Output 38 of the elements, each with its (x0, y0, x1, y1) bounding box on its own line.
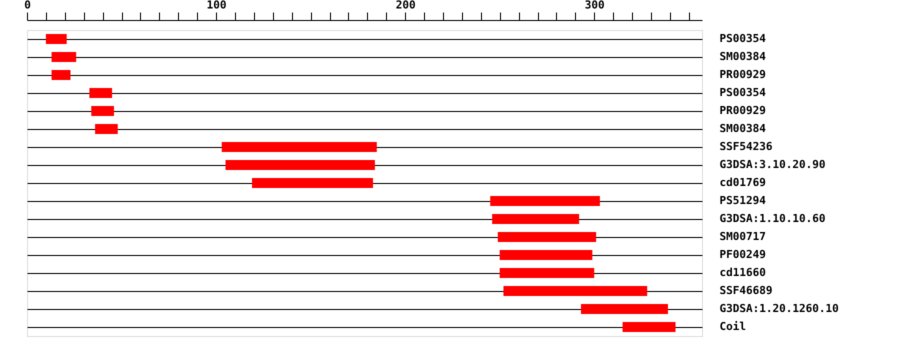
y-tick-label: PS00354 (720, 86, 766, 99)
y-tick-label: G3DSA:1.20.1260.10 (720, 302, 839, 315)
y-tick-label: SSF54236 (720, 140, 773, 153)
y-tick-label: PR00929 (720, 104, 766, 117)
bar (52, 70, 70, 80)
bar (226, 160, 375, 170)
bar (580, 304, 668, 314)
y-tick-label: PF00249 (720, 248, 766, 261)
bar (622, 322, 676, 332)
bar (46, 34, 67, 44)
y-tick-label: PS51294 (720, 194, 766, 207)
bar (492, 214, 580, 224)
y-tick-label: cd01769 (720, 176, 766, 189)
x-tick-label: 300 (584, 0, 605, 12)
bar (490, 196, 600, 206)
y-tick-label: G3DSA:1.10.10.60 (720, 212, 826, 225)
bar (95, 124, 118, 134)
x-tick-label: 200 (396, 0, 416, 12)
bar (503, 286, 648, 296)
bar (52, 52, 76, 62)
y-tick-label: G3DSA:3.10.20.90 (720, 158, 826, 171)
bar (498, 232, 596, 242)
y-tick-label: PS00354 (720, 32, 766, 45)
bar (500, 268, 594, 278)
bar (500, 250, 592, 260)
y-tick-label: SM00717 (720, 230, 766, 243)
bar (252, 178, 374, 188)
y-tick-label: SM00384 (720, 50, 766, 63)
y-tick-label: PR00929 (720, 68, 766, 81)
x-tick-label: 0 (24, 0, 31, 12)
y-tick-label: Coil (720, 320, 746, 333)
bar (89, 88, 112, 98)
y-tick-label: cd11660 (720, 266, 766, 279)
y-tick-label: SM00384 (720, 122, 766, 135)
y-tick-label: SSF46689 (720, 284, 772, 297)
x-tick-label: 100 (206, 0, 227, 12)
bar (91, 106, 114, 116)
bar (222, 142, 377, 152)
